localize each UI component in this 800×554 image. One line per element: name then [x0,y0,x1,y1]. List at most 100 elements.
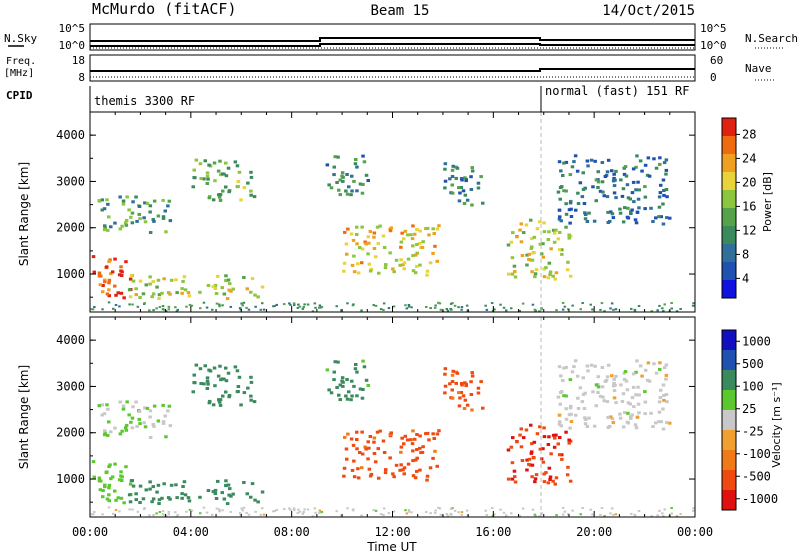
velocity-echo-cell [122,501,126,505]
power-echo-cell [624,174,629,178]
velocity-echo-cell [464,384,468,388]
power-echo-cell [192,168,196,172]
power-echo-cell [138,296,142,299]
velocity-echo-cell [361,388,365,391]
power-echo-cell [119,265,123,269]
velocity-echo-cell [625,388,630,392]
power-echo-cell [411,269,416,273]
velocity-echo-cell [351,443,356,447]
power-echo-cell [568,221,572,225]
power-echo-cell [541,242,545,246]
power-echo-cell [121,199,126,203]
power-echo-cell [608,219,612,223]
power-echo-cell [619,178,623,182]
velocity-echo-cell [450,373,455,377]
power-echo-cell [105,198,109,202]
power-ground-cell [238,307,242,310]
power-ground-cell [301,307,305,310]
velocity-echo-cell [107,483,112,487]
velocity-echo-cell [378,429,382,433]
velocity-echo-cell [372,452,377,455]
velocity-ground-cell [457,511,460,514]
power-echo-cell [551,274,555,278]
power-echo-cell [530,237,534,241]
velocity-ground-cell [320,510,324,513]
velocity-echo-cell [106,433,110,437]
velocity-echo-cell [327,388,331,392]
velocity-echo-cell [124,423,129,427]
velocity-ground-cell [609,512,612,515]
velocity-echo-cell [102,412,107,416]
velocity-echo-cell [333,360,337,364]
power-echo-cell [225,297,230,301]
power-echo-cell [612,191,617,195]
velocity-echo-cell [569,412,573,416]
power-echo-cell [107,281,111,285]
power-echo-cell [643,195,648,199]
power-echo-cell [541,255,546,259]
power-echo-cell [350,263,355,267]
power-echo-cell [510,256,515,260]
power-echo-cell [603,175,608,178]
power-ground-cell [221,304,224,307]
power-echo-cell [564,212,569,216]
velocity-echo-cell [632,405,636,409]
velocity-echo-cell [519,427,523,431]
power-echo-cell [130,211,135,215]
velocity-echo-cell [612,377,616,381]
power-echo-cell [166,291,171,295]
velocity-echo-cell [552,445,557,449]
power-echo-cell [465,198,470,202]
velocity-echo-cell [561,379,565,382]
velocity-ground-cell [175,515,179,518]
velocity-echo-cell [350,394,354,398]
velocity-echo-cell [460,383,464,387]
power-echo-cell [612,176,616,180]
sky-panel-frame [89,23,696,51]
power-echo-cell [573,154,578,158]
velocity-ground-cell [114,509,118,511]
velocity-echo-cell [355,447,359,451]
power-echo-cell [162,277,166,281]
power-echo-cell [151,218,155,221]
power-ground-cell [352,303,355,306]
velocity-ground-cell [561,506,565,509]
velocity-ground-cell [407,510,411,513]
velocity-echo-cell [183,493,188,497]
power-echo-cell [661,202,665,206]
velocity-echo-cell [120,479,124,482]
velocity-echo-cell [530,475,534,479]
power-echo-cell [213,283,218,287]
velocity-echo-cell [211,403,216,407]
velocity-ground-cell [218,508,221,511]
velocity-echo-cell [547,435,551,439]
power-echo-cell [560,185,564,189]
power-echo-cell [520,254,525,257]
power-echo-cell [622,172,627,176]
power-echo-cell [415,251,419,255]
velocity-echo-cell [121,404,126,408]
velocity-ground-cell [302,511,305,513]
velocity-echo-cell [344,394,348,398]
velocity-echo-cell [643,368,648,372]
velocity-echo-cell [626,411,630,415]
power-ground-cell [675,310,679,313]
velocity-ground-cell [451,507,454,510]
velocity-echo-cell [576,396,580,400]
velocity-echo-cell [454,381,458,385]
velocity-echo-cell [609,415,613,419]
velocity-echo-cell [634,393,638,397]
velocity-echo-cell [461,394,466,398]
velocity-echo-cell [118,400,122,404]
velocity-echo-cell [661,427,666,431]
velocity-echo-cell [218,398,223,402]
power-echo-cell [388,228,393,231]
power-echo-cell [542,267,546,271]
velocity-echo-cell [341,384,345,388]
velocity-echo-cell [652,362,656,366]
velocity-echo-cell [559,374,563,378]
velocity-echo-cell [620,399,625,403]
velocity-ground-cell [283,508,286,511]
power-echo-cell [455,166,460,170]
power-echo-cell [148,282,152,286]
